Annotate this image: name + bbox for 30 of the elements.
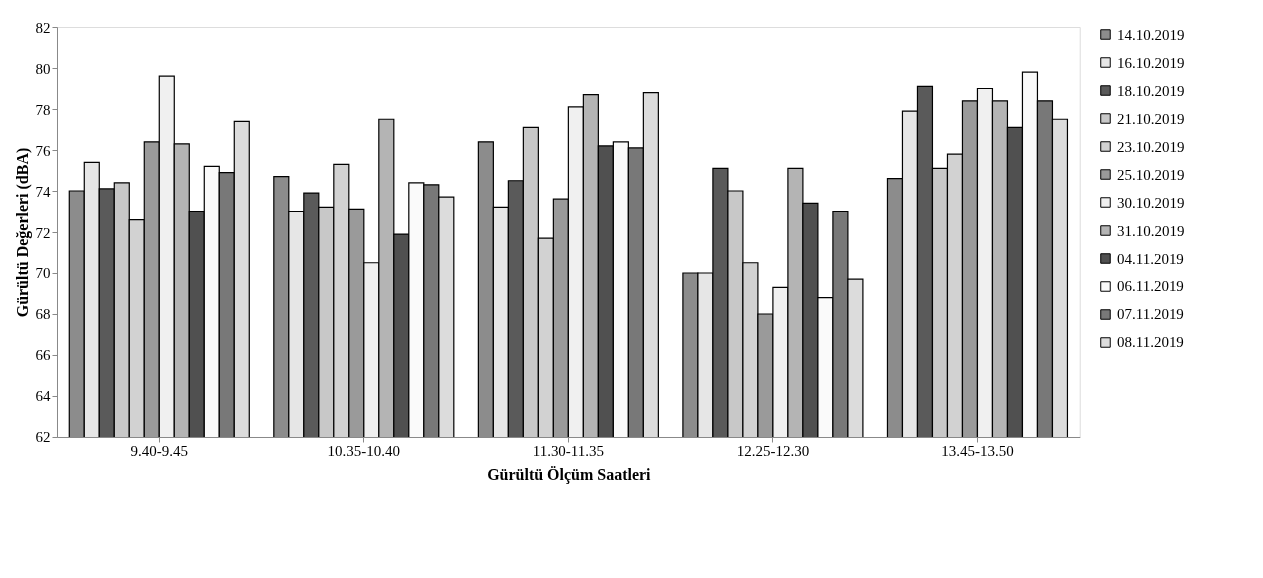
y-tick-label: 78 (35, 101, 51, 118)
y-tick-label: 74 (35, 183, 52, 200)
y-tick-label: 62 (35, 429, 51, 446)
legend-label: 06.11.2019 (1116, 278, 1184, 295)
y-tick-label: 82 (35, 19, 51, 36)
legend-label: 21.10.2019 (1116, 110, 1185, 127)
legend-label: 08.11.2019 (1116, 334, 1184, 351)
legend-label: 25.10.2019 (1116, 166, 1185, 183)
y-axis-title: Gürültü Değerleri (dBA) (14, 147, 33, 318)
x-tick-label: 9.40-9.45 (130, 443, 188, 460)
legend-label: 16.10.2019 (1116, 54, 1185, 71)
legend-label: 18.10.2019 (1116, 82, 1185, 99)
y-tick-label: 68 (35, 306, 51, 323)
y-tick-label: 72 (35, 224, 51, 241)
x-tick-label: 11.30-11.35 (532, 443, 605, 460)
y-tick-label: 76 (35, 142, 52, 159)
legend-label: 31.10.2019 (1116, 222, 1185, 239)
y-tick-label: 70 (35, 265, 51, 282)
x-axis-title: Gürültü Ölçüm Saatleri (487, 466, 652, 485)
legend-label: 07.11.2019 (1116, 306, 1184, 323)
legend-label: 04.11.2019 (1116, 250, 1184, 267)
legend-label: 30.10.2019 (1116, 194, 1185, 211)
x-tick-label: 10.35-10.40 (327, 443, 401, 460)
y-tick-label: 80 (35, 60, 51, 77)
x-tick-label: 13.45-13.50 (941, 443, 1014, 460)
x-tick-label: 12.25-12.30 (736, 443, 810, 460)
y-tick-label: 64 (35, 388, 52, 405)
legend-label: 23.10.2019 (1116, 138, 1185, 155)
legend-label: 14.10.2019 (1116, 26, 1185, 43)
y-tick-label: 66 (35, 347, 52, 364)
